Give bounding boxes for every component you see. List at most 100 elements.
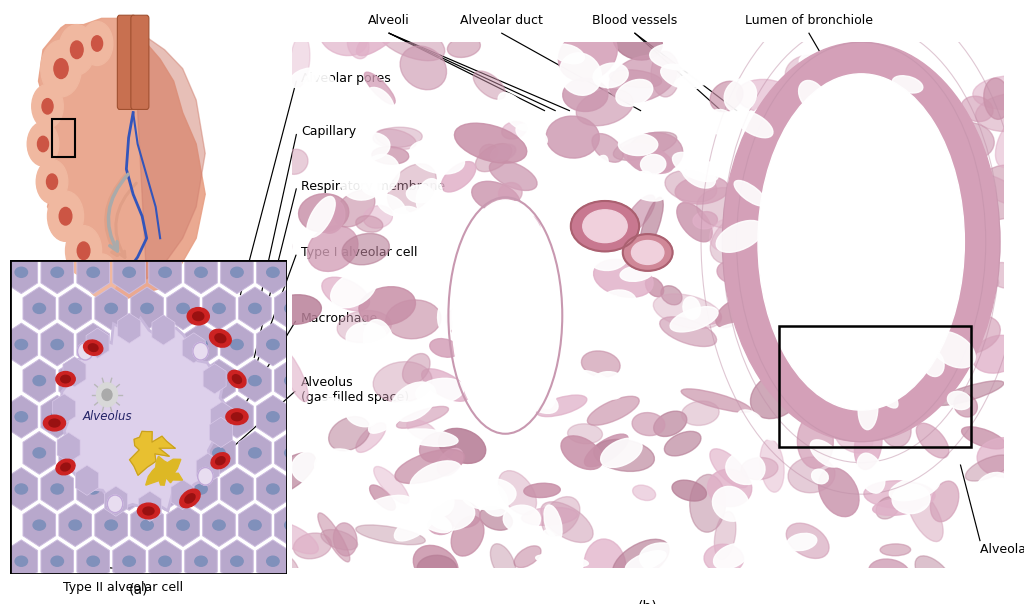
- Ellipse shape: [591, 371, 627, 398]
- Ellipse shape: [846, 248, 888, 264]
- Ellipse shape: [33, 520, 45, 530]
- Ellipse shape: [681, 389, 752, 413]
- Ellipse shape: [373, 127, 422, 147]
- Ellipse shape: [285, 376, 297, 386]
- Ellipse shape: [785, 55, 825, 87]
- Ellipse shape: [829, 277, 889, 301]
- Ellipse shape: [461, 478, 516, 510]
- Polygon shape: [145, 456, 182, 485]
- Ellipse shape: [653, 411, 687, 437]
- Ellipse shape: [393, 209, 415, 226]
- Ellipse shape: [919, 360, 956, 378]
- Ellipse shape: [104, 448, 118, 458]
- Ellipse shape: [857, 288, 910, 321]
- Circle shape: [47, 191, 84, 242]
- Polygon shape: [41, 323, 74, 366]
- Ellipse shape: [177, 376, 189, 386]
- Ellipse shape: [213, 376, 225, 386]
- Ellipse shape: [15, 339, 28, 350]
- Ellipse shape: [857, 453, 885, 493]
- Ellipse shape: [470, 246, 515, 271]
- Ellipse shape: [15, 267, 28, 277]
- Ellipse shape: [141, 303, 154, 313]
- Ellipse shape: [496, 202, 528, 237]
- Ellipse shape: [651, 51, 680, 97]
- Polygon shape: [95, 287, 127, 330]
- Polygon shape: [131, 287, 164, 330]
- Ellipse shape: [494, 212, 540, 245]
- Polygon shape: [239, 287, 271, 330]
- Circle shape: [102, 389, 112, 400]
- Ellipse shape: [386, 300, 441, 339]
- Ellipse shape: [335, 190, 375, 227]
- Polygon shape: [167, 359, 200, 402]
- Ellipse shape: [852, 155, 890, 180]
- Ellipse shape: [104, 520, 118, 530]
- Ellipse shape: [438, 428, 485, 463]
- Ellipse shape: [447, 37, 480, 57]
- Ellipse shape: [33, 303, 45, 313]
- Ellipse shape: [355, 525, 425, 545]
- Ellipse shape: [598, 290, 636, 316]
- Ellipse shape: [356, 11, 410, 56]
- Ellipse shape: [329, 417, 370, 451]
- Polygon shape: [113, 396, 145, 438]
- Ellipse shape: [211, 453, 229, 469]
- Ellipse shape: [290, 34, 310, 87]
- Ellipse shape: [962, 427, 1006, 449]
- Polygon shape: [130, 431, 175, 475]
- Ellipse shape: [249, 520, 261, 530]
- Ellipse shape: [414, 545, 458, 586]
- Polygon shape: [57, 432, 80, 463]
- Polygon shape: [257, 396, 289, 438]
- Ellipse shape: [502, 121, 526, 139]
- Ellipse shape: [868, 559, 910, 586]
- Ellipse shape: [763, 424, 785, 440]
- Ellipse shape: [881, 223, 913, 251]
- Ellipse shape: [266, 339, 280, 350]
- Ellipse shape: [177, 448, 189, 458]
- Ellipse shape: [823, 60, 860, 82]
- Polygon shape: [182, 333, 205, 363]
- Circle shape: [32, 85, 63, 128]
- Text: Alveoli: Alveoli: [369, 14, 410, 27]
- Ellipse shape: [935, 381, 1004, 405]
- Ellipse shape: [394, 512, 434, 541]
- Polygon shape: [257, 540, 289, 583]
- Ellipse shape: [876, 496, 899, 519]
- Ellipse shape: [364, 320, 393, 364]
- Ellipse shape: [861, 64, 915, 97]
- Ellipse shape: [834, 388, 854, 402]
- Ellipse shape: [43, 415, 66, 431]
- Bar: [779, 326, 972, 447]
- Ellipse shape: [586, 237, 629, 271]
- Ellipse shape: [536, 318, 555, 345]
- Ellipse shape: [710, 449, 749, 488]
- Text: Capillary: Capillary: [301, 125, 356, 138]
- Ellipse shape: [806, 63, 833, 90]
- Ellipse shape: [424, 254, 464, 287]
- Ellipse shape: [864, 481, 935, 509]
- Polygon shape: [203, 287, 236, 330]
- Polygon shape: [23, 504, 55, 547]
- Ellipse shape: [788, 457, 835, 493]
- Ellipse shape: [817, 204, 850, 233]
- Ellipse shape: [838, 183, 870, 208]
- Ellipse shape: [51, 339, 63, 350]
- Circle shape: [96, 383, 118, 406]
- Ellipse shape: [481, 387, 506, 418]
- Ellipse shape: [15, 484, 28, 494]
- Ellipse shape: [452, 516, 484, 556]
- Ellipse shape: [995, 114, 1024, 167]
- Ellipse shape: [87, 412, 99, 422]
- Ellipse shape: [588, 396, 639, 425]
- Ellipse shape: [984, 78, 1010, 120]
- Ellipse shape: [966, 455, 1012, 481]
- Ellipse shape: [956, 165, 990, 193]
- Ellipse shape: [195, 339, 207, 350]
- Ellipse shape: [56, 459, 75, 475]
- Text: Respiratory membrane: Respiratory membrane: [301, 179, 445, 193]
- Circle shape: [41, 40, 81, 97]
- Ellipse shape: [283, 149, 308, 175]
- Polygon shape: [274, 359, 307, 402]
